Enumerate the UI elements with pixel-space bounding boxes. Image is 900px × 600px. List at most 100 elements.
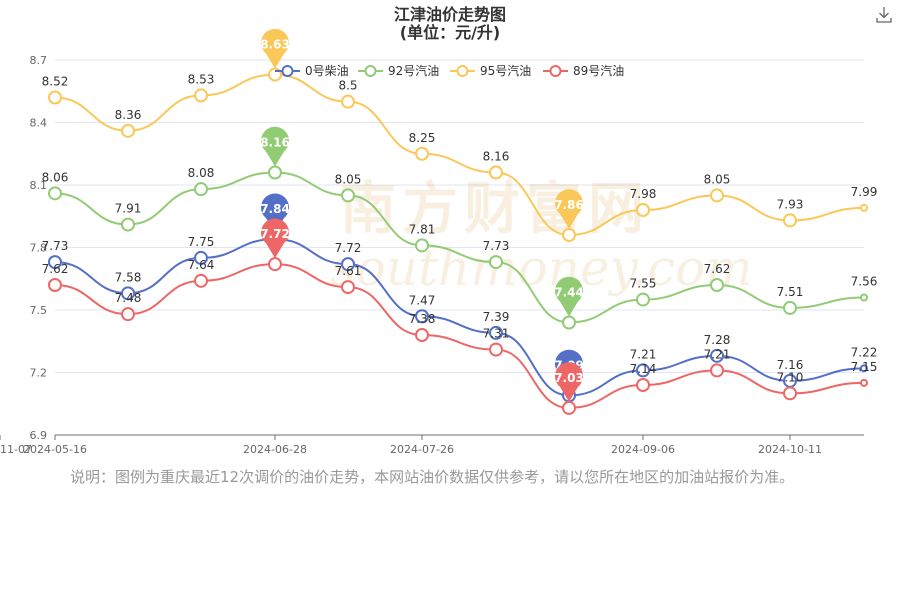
data-point[interactable] — [489, 342, 503, 357]
data-label: 7.73 — [42, 239, 69, 253]
data-point[interactable] — [710, 348, 724, 363]
data-point[interactable] — [710, 278, 724, 292]
data-label: 7.48 — [115, 291, 142, 305]
data-point[interactable] — [489, 165, 503, 180]
data-label: 8.05 — [335, 172, 362, 186]
markpoint-pin — [555, 276, 584, 317]
data-point[interactable] — [636, 203, 650, 217]
data-point[interactable] — [415, 309, 429, 324]
data-label: 7.64 — [188, 258, 215, 272]
watermark: 南方财富网 southmoney.com — [330, 177, 753, 297]
data-point[interactable] — [194, 88, 208, 103]
data-point[interactable] — [268, 257, 282, 272]
data-labels: 7.737.587.75 7.727.477.397.217.287.167.22… — [42, 72, 878, 384]
data-point[interactable] — [48, 278, 62, 292]
data-point[interactable] — [562, 315, 576, 330]
markpoint-label: 7.84 — [260, 202, 290, 216]
data-label: 7.31 — [483, 327, 510, 341]
data-point[interactable] — [121, 123, 135, 138]
legend-label: 0号柴油 — [305, 64, 349, 78]
data-label: 7.21 — [630, 347, 657, 361]
legend-marker — [364, 65, 377, 77]
legend-item[interactable]: 89号汽油 — [543, 63, 624, 78]
data-point[interactable] — [860, 203, 868, 212]
data-point[interactable] — [48, 186, 62, 201]
markpoint-label: 7.72 — [260, 227, 290, 241]
x-tick-label: 2024-09-06 — [611, 443, 675, 456]
data-point[interactable] — [562, 228, 576, 242]
data-point[interactable] — [341, 188, 355, 203]
series-group — [48, 67, 868, 415]
data-label: 7.75 — [188, 235, 215, 249]
data-label: 7.22 — [851, 345, 878, 359]
data-point[interactable] — [415, 238, 429, 253]
data-point[interactable] — [194, 250, 208, 265]
data-point[interactable] — [48, 90, 62, 105]
data-point[interactable] — [562, 400, 576, 415]
data-label: 8.53 — [188, 72, 215, 86]
data-label: 7.16 — [777, 358, 804, 372]
legend-item[interactable]: 0号柴油 — [275, 64, 349, 78]
markpoint-pin — [555, 362, 584, 402]
data-point[interactable] — [121, 307, 135, 322]
legend-marker — [456, 65, 469, 77]
data-point[interactable] — [860, 364, 868, 373]
watermark-en: southmoney.com — [330, 239, 753, 297]
data-point[interactable] — [194, 273, 208, 288]
data-label: 8.25 — [409, 131, 436, 145]
data-label: 7.98 — [630, 187, 657, 201]
data-point[interactable] — [636, 292, 650, 307]
download-icon[interactable] — [876, 6, 892, 24]
data-label: 7.51 — [777, 285, 804, 299]
data-point[interactable] — [268, 165, 282, 180]
markpoint-label: 7.03 — [554, 371, 584, 385]
data-point[interactable] — [415, 328, 429, 342]
data-point[interactable] — [783, 213, 797, 228]
data-point[interactable] — [121, 286, 135, 301]
data-label: 8.36 — [115, 108, 142, 122]
data-point[interactable] — [783, 386, 797, 401]
markpoint-label: 8.16 — [260, 136, 290, 150]
data-point[interactable] — [710, 363, 724, 378]
markpoint-pin — [261, 28, 289, 69]
data-point[interactable] — [121, 217, 135, 232]
data-point[interactable] — [341, 257, 355, 272]
data-label: 7.28 — [704, 333, 731, 347]
data-point[interactable] — [489, 255, 503, 270]
data-label: 8.05 — [704, 172, 731, 186]
markpoint-pin — [260, 126, 289, 167]
legend-marker — [549, 65, 562, 77]
legend-item[interactable]: 95号汽油 — [450, 63, 531, 78]
markpoint-pin — [260, 193, 289, 234]
data-point[interactable] — [489, 325, 503, 340]
data-point[interactable] — [415, 146, 429, 161]
legend-item[interactable]: 92号汽油 — [358, 63, 439, 78]
y-tick-label: 6.9 — [30, 429, 48, 442]
markpoints: 7.847.098.167.448.637.867.727.03 — [260, 28, 584, 402]
legend-label: 89号汽油 — [573, 63, 624, 78]
data-point[interactable] — [710, 188, 724, 203]
legend[interactable]: 0号柴油 92号汽油 95号汽油 89号汽油 — [275, 63, 624, 78]
data-point[interactable] — [636, 363, 650, 378]
legend-marker — [281, 65, 294, 77]
data-label: 8.5 — [338, 79, 357, 93]
data-label: 7.47 — [409, 293, 436, 307]
data-point[interactable] — [341, 280, 355, 295]
data-point[interactable] — [341, 94, 355, 109]
data-point[interactable] — [860, 378, 868, 387]
watermark-cn: 南方财富网 — [340, 177, 650, 242]
data-label: 7.73 — [483, 239, 510, 253]
x-tick-label: 2024-07-26 — [390, 443, 454, 456]
data-label: 8.06 — [42, 170, 69, 184]
x-tick-label: 2024-10-11 — [758, 443, 822, 456]
data-point[interactable] — [636, 378, 650, 392]
data-point[interactable] — [860, 293, 868, 302]
y-tick-label: 8.7 — [30, 54, 48, 67]
data-label: 8.52 — [42, 75, 69, 89]
data-point[interactable] — [48, 255, 62, 270]
y-tick-label: 8.1 — [30, 179, 48, 192]
data-point[interactable] — [194, 182, 208, 197]
data-label: 7.15 — [851, 360, 878, 374]
data-point[interactable] — [783, 300, 797, 315]
